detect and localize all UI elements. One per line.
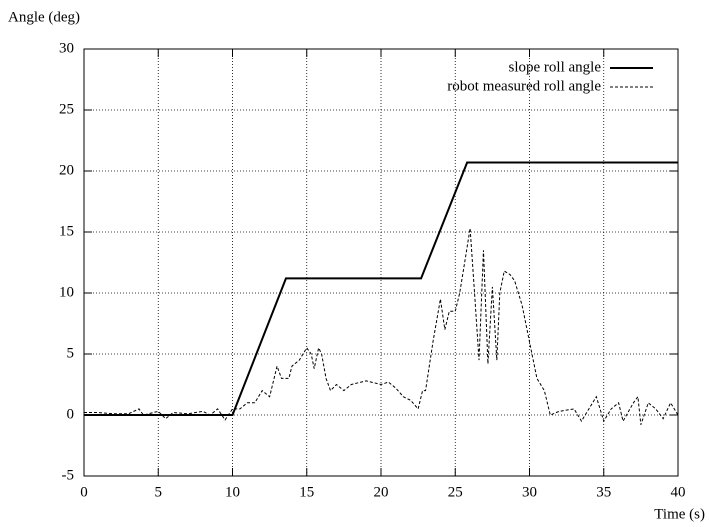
x-tick-label: 30 [522,484,537,500]
x-tick-label: 0 [80,484,88,500]
y-tick-label: 0 [67,406,75,422]
y-tick-label: 20 [59,162,74,178]
y-tick-label: 15 [59,223,74,239]
legend-label: robot measured roll angle [447,78,601,94]
y-tick-label: 25 [59,101,74,117]
legend-label: slope roll angle [509,59,602,75]
y-tick-label: 30 [59,40,74,56]
x-tick-label: 20 [374,484,389,500]
y-tick-label: 5 [67,345,75,361]
x-tick-label: 5 [155,484,163,500]
data-line [84,228,679,425]
x-axis-label: Time (s) [654,506,705,522]
x-tick-label: 10 [225,484,240,500]
x-tick-label: 40 [671,484,686,500]
x-tick-label: 35 [596,484,611,500]
x-tick-label: 25 [448,484,463,500]
data-line [84,161,678,416]
y-tick-label: -5 [62,467,75,483]
y-axis-label: Angle (deg) [8,9,80,25]
y-tick-label: 10 [59,284,74,300]
plot-frame [83,48,679,477]
x-tick-label: 15 [299,484,314,500]
